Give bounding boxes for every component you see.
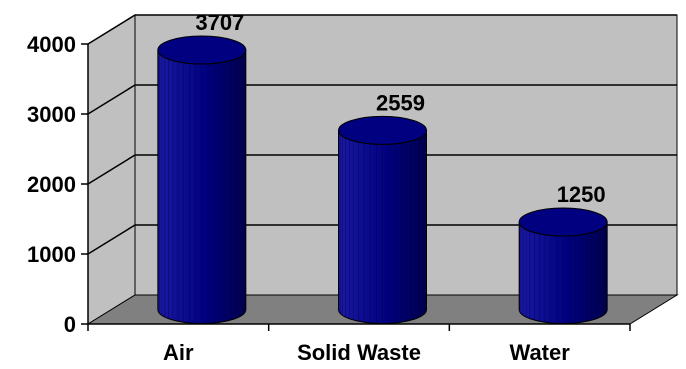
bar-solid-waste bbox=[338, 115, 427, 324]
data-label: 3707 bbox=[195, 10, 244, 35]
data-label: 1250 bbox=[557, 182, 606, 207]
bar-water bbox=[518, 207, 608, 324]
y-tick-label: 0 bbox=[64, 312, 76, 337]
bar-top bbox=[518, 207, 608, 237]
x-tick-label: Water bbox=[510, 340, 571, 365]
gridline-side bbox=[87, 84, 136, 115]
x-tick-label: Air bbox=[163, 340, 194, 365]
axes bbox=[81, 43, 631, 331]
bar-air bbox=[157, 35, 247, 324]
y-tick-label: 1000 bbox=[27, 242, 76, 267]
y-tick-label: 3000 bbox=[27, 102, 76, 127]
gridline-side bbox=[87, 224, 136, 255]
gridline-side bbox=[87, 14, 136, 45]
y-tick-label: 2000 bbox=[27, 172, 76, 197]
y-tick-label: 4000 bbox=[27, 32, 76, 57]
bar-top bbox=[157, 35, 247, 65]
bar-top bbox=[338, 115, 427, 145]
gridline-side bbox=[87, 154, 136, 185]
x-tick-label: Solid Waste bbox=[297, 340, 421, 365]
labels: 0 1000 2000 3000 4000 3707 Air 2559 Solid Waste 1… bbox=[27, 10, 606, 365]
data-label: 2559 bbox=[376, 90, 425, 115]
bars bbox=[157, 35, 608, 324]
